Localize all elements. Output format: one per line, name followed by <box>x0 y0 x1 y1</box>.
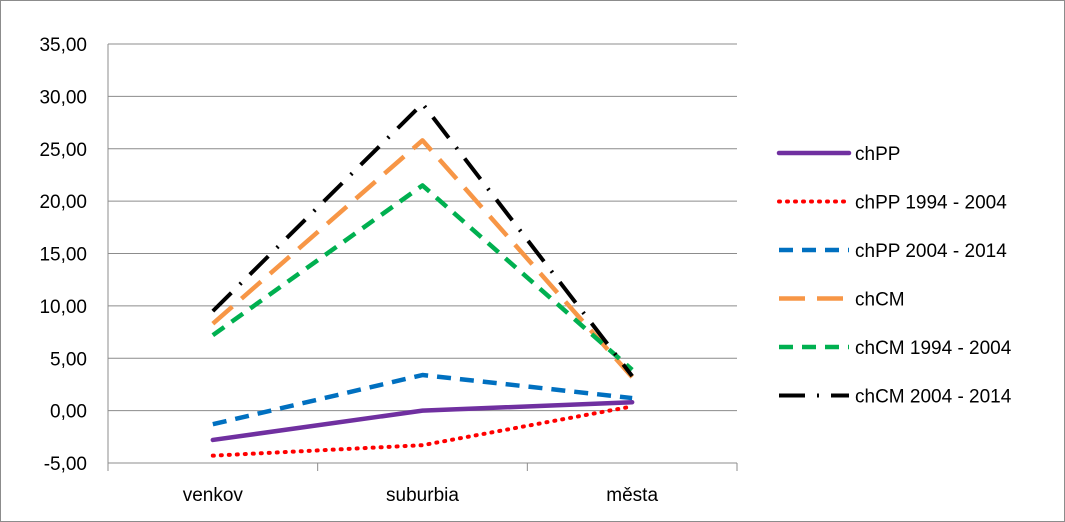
y-tick-label: 5,00 <box>50 349 87 370</box>
y-tick-label: 30,00 <box>39 87 87 108</box>
y-axis-tick-labels: -5,00 0,00 5,00 10,00 15,00 20,00 25,00 30,00 35… <box>39 35 87 475</box>
y-tick-label: -5,00 <box>44 454 87 475</box>
y-tick-label: 15,00 <box>39 245 87 266</box>
legend: chPP chPP 1994 - 2004 chPP 2004 - 2014 chCM… <box>776 144 1012 408</box>
x-tick-label: venkov <box>183 485 244 506</box>
legend-label: chPP 2004 - 2014 <box>855 241 1007 262</box>
y-tick-label: 25,00 <box>39 140 87 161</box>
y-tick-label: 20,00 <box>39 192 87 213</box>
legend-label: chPP 1994 - 2004 <box>855 193 1007 214</box>
legend-label: chCM 1994 - 2004 <box>855 338 1012 359</box>
y-tick-label: 10,00 <box>39 297 87 318</box>
y-tick-label: 35,00 <box>39 35 87 56</box>
series-lines <box>210 101 635 458</box>
series-line-6 <box>211 101 634 378</box>
x-axis-tick-labels: venkov suburbia města <box>183 485 659 506</box>
series-line-4 <box>211 138 634 379</box>
series-line-1 <box>210 399 635 443</box>
gridlines <box>108 43 737 464</box>
x-tick-label: suburbia <box>386 485 459 506</box>
y-tick-label: 0,00 <box>50 402 87 423</box>
axes <box>107 44 738 471</box>
legend-label: chPP <box>855 144 900 165</box>
legend-label: chCM 2004 - 2014 <box>855 387 1012 408</box>
series-line-5 <box>211 183 634 372</box>
x-tick-label: města <box>606 485 658 506</box>
legend-label: chCM <box>855 290 905 311</box>
